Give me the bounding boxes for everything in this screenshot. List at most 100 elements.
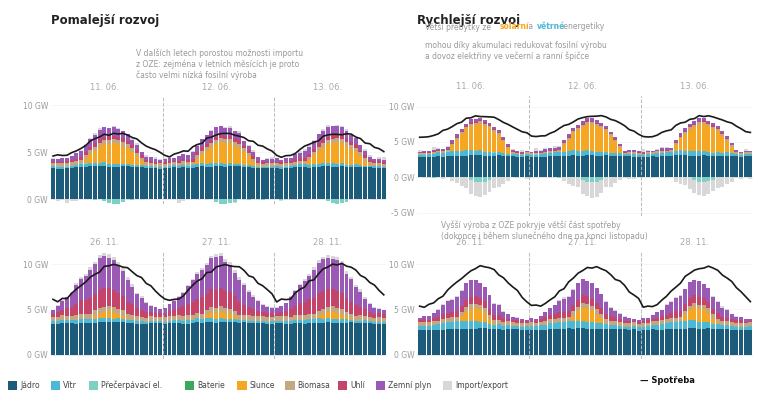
Bar (349, 302, 353, 314)
Bar (279, 167, 283, 169)
Bar (60, 320, 64, 323)
Bar (158, 317, 162, 321)
Bar (186, 285, 190, 286)
Bar (83, 145, 87, 152)
Bar (149, 168, 153, 199)
Bar (725, 139, 729, 141)
Bar (707, 288, 711, 302)
Bar (200, 297, 204, 314)
Bar (140, 167, 144, 199)
Bar (469, 329, 473, 355)
Bar (478, 322, 482, 328)
Bar (608, 136, 612, 153)
Bar (511, 156, 515, 177)
Bar (172, 320, 176, 324)
Bar (149, 306, 153, 313)
Bar (107, 288, 111, 306)
Text: 26. 11.: 26. 11. (90, 237, 119, 246)
Bar (88, 270, 92, 298)
Bar (641, 149, 645, 153)
Bar (228, 292, 232, 309)
Bar (436, 309, 440, 310)
Bar (469, 304, 473, 308)
Bar (354, 305, 358, 316)
Bar (572, 131, 576, 133)
Bar (697, 309, 701, 322)
Bar (497, 130, 501, 132)
Bar (293, 159, 297, 162)
Bar (622, 151, 626, 152)
Bar (539, 330, 543, 355)
Bar (135, 308, 139, 317)
Bar (483, 287, 487, 301)
Bar (445, 329, 449, 355)
Bar (445, 313, 449, 317)
Bar (182, 321, 186, 324)
Bar (641, 327, 645, 330)
Bar (265, 324, 269, 355)
Bar (622, 316, 626, 317)
Bar (289, 321, 292, 324)
Bar (284, 303, 288, 311)
Bar (228, 135, 232, 139)
Bar (436, 317, 440, 321)
Bar (284, 166, 288, 168)
Bar (284, 162, 288, 164)
Bar (502, 156, 505, 177)
Bar (464, 312, 468, 321)
Bar (135, 293, 139, 294)
Bar (214, 319, 218, 323)
Bar (716, 131, 720, 152)
Bar (154, 164, 158, 167)
Bar (149, 157, 153, 161)
Bar (303, 319, 307, 324)
Bar (632, 151, 636, 152)
Bar (69, 162, 73, 166)
Bar (242, 285, 246, 304)
Bar (497, 177, 501, 187)
Bar (354, 167, 358, 199)
Bar (93, 151, 97, 163)
Bar (478, 328, 482, 355)
Bar (427, 151, 431, 152)
Bar (298, 284, 302, 285)
Bar (298, 161, 302, 164)
Bar (363, 297, 367, 299)
Bar (303, 149, 307, 151)
Bar (261, 316, 264, 321)
Bar (525, 323, 529, 326)
Bar (98, 308, 101, 314)
Bar (492, 325, 496, 329)
Bar (683, 177, 687, 185)
Bar (186, 315, 190, 320)
Bar (651, 322, 654, 325)
Bar (340, 135, 344, 139)
Bar (464, 151, 468, 155)
Bar (79, 157, 83, 160)
Bar (107, 137, 111, 140)
Bar (307, 319, 311, 323)
Bar (702, 309, 706, 322)
Bar (516, 329, 519, 355)
Bar (674, 297, 678, 298)
Bar (417, 320, 422, 322)
Bar (744, 327, 748, 330)
Bar (483, 152, 487, 156)
Bar (590, 283, 594, 299)
Bar (279, 164, 283, 167)
Bar (205, 310, 209, 315)
Bar (158, 169, 162, 199)
Bar (580, 295, 585, 303)
Bar (478, 298, 482, 304)
Bar (261, 160, 264, 162)
Bar (427, 152, 431, 153)
Bar (98, 322, 101, 355)
Bar (730, 177, 734, 182)
Bar (363, 320, 367, 323)
Bar (576, 283, 580, 299)
Bar (210, 289, 214, 308)
Bar (464, 155, 468, 177)
Bar (604, 329, 608, 355)
Bar (502, 142, 505, 153)
Bar (702, 182, 706, 196)
